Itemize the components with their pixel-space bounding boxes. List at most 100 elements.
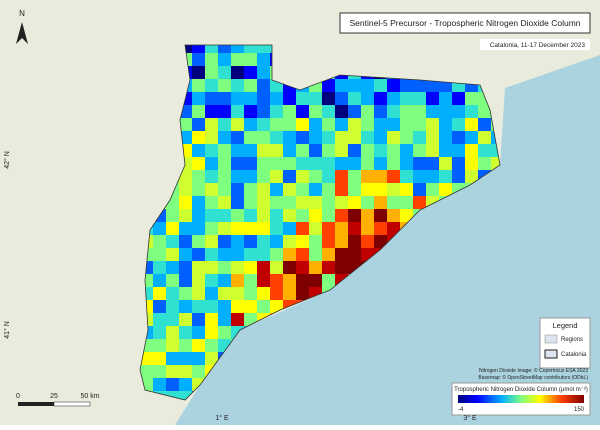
raster-cell (244, 222, 257, 235)
raster-cell (166, 287, 179, 300)
raster-cell (153, 287, 166, 300)
raster-cell (374, 183, 387, 196)
raster-cell (361, 235, 374, 248)
raster-cell (348, 183, 361, 196)
raster-cell (218, 274, 231, 287)
raster-cell (218, 196, 231, 209)
longitude-label: 3° E (463, 414, 477, 422)
raster-cell (205, 196, 218, 209)
raster-cell (322, 118, 335, 131)
raster-cell (218, 222, 231, 235)
raster-cell (478, 131, 491, 144)
raster-cell (387, 105, 400, 118)
raster-cell (413, 105, 426, 118)
raster-cell (387, 157, 400, 170)
raster-cell (322, 131, 335, 144)
raster-cell (205, 235, 218, 248)
raster-cell (283, 209, 296, 222)
raster-cell (439, 92, 452, 105)
legend-swatch (544, 334, 558, 344)
raster-cell (218, 131, 231, 144)
raster-cell (153, 352, 166, 365)
raster-cell (400, 118, 413, 131)
raster-cell (322, 261, 335, 274)
raster-cell (348, 157, 361, 170)
raster-cell (153, 378, 166, 391)
raster-cell (283, 131, 296, 144)
raster-cell (231, 92, 244, 105)
raster-cell (179, 248, 192, 261)
legend-title: Legend (552, 321, 577, 330)
raster-cell (283, 235, 296, 248)
raster-cell (166, 391, 179, 400)
raster-cell (205, 183, 218, 196)
raster-cell (296, 261, 309, 274)
raster-cell (257, 92, 270, 105)
raster-cell (413, 196, 426, 209)
raster-cell (439, 131, 452, 144)
raster-cell (465, 157, 478, 170)
north-label: N (19, 9, 25, 18)
raster-cell (465, 92, 478, 105)
raster-cell (231, 287, 244, 300)
scale-segment (18, 402, 54, 406)
colorbar: Tropospheric Nitrogen Dioxide Column (μm… (451, 382, 591, 416)
legend-swatch (544, 349, 558, 359)
raster-cell (231, 183, 244, 196)
raster-cell (244, 92, 257, 105)
raster-cell (179, 287, 192, 300)
raster-cell (374, 170, 387, 183)
raster-cell (283, 170, 296, 183)
raster-cell (257, 196, 270, 209)
raster-cell (361, 79, 374, 92)
raster-cell (413, 79, 426, 92)
raster-cell (257, 79, 270, 92)
raster-cell (296, 196, 309, 209)
raster-cell (387, 209, 400, 222)
raster-cell (218, 235, 231, 248)
raster-cell (322, 157, 335, 170)
raster-cell (153, 365, 166, 378)
raster-cell (400, 79, 413, 92)
raster-cell (309, 92, 322, 105)
title: Sentinel-5 Precursor - Tropospheric Nitr… (349, 18, 580, 28)
raster-cell (361, 131, 374, 144)
raster-cell (309, 170, 322, 183)
raster-cell (244, 183, 257, 196)
raster-cell (257, 45, 270, 53)
raster-cell (348, 131, 361, 144)
raster-cell (309, 105, 322, 118)
raster-cell (400, 183, 413, 196)
raster-cell (231, 196, 244, 209)
raster-cell (452, 131, 465, 144)
raster-cell (257, 118, 270, 131)
raster-cell (478, 144, 491, 157)
raster-cell (400, 105, 413, 118)
longitude-label: 1° E (215, 414, 229, 422)
raster-cell (257, 287, 270, 300)
raster-cell (309, 261, 322, 274)
raster-cell (283, 248, 296, 261)
raster-cell (153, 300, 166, 313)
raster-cell (257, 144, 270, 157)
raster-cell (257, 157, 270, 170)
raster-cell (452, 105, 465, 118)
raster-cell (179, 391, 192, 400)
raster-cell (244, 196, 257, 209)
raster-cell (166, 326, 179, 339)
raster-cell (478, 118, 491, 131)
raster-cell (231, 105, 244, 118)
raster-cell (348, 92, 361, 105)
raster-cell (192, 209, 205, 222)
raster-cell (309, 131, 322, 144)
raster-cell (192, 92, 205, 105)
raster-cell (439, 105, 452, 118)
raster-cell (192, 248, 205, 261)
raster-cell (465, 118, 478, 131)
raster-cell (322, 235, 335, 248)
raster-cell (244, 53, 257, 66)
raster-cell (231, 131, 244, 144)
raster-cell (192, 235, 205, 248)
raster-cell (166, 274, 179, 287)
raster-cell (283, 144, 296, 157)
